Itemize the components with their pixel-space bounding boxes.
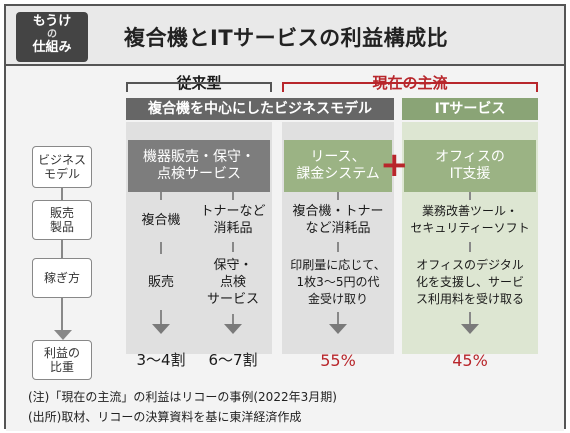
rowlabel-business-model: ビジネス モデル <box>32 146 92 188</box>
note-text: (注)「現在の主流」の利益はリコーの事例(2022年3月期) <box>28 390 337 404</box>
connector-line <box>232 192 234 200</box>
earning-sales: 販売 <box>147 274 174 290</box>
rowlabel-connector-2 <box>61 240 63 258</box>
connector-line <box>469 312 471 324</box>
page-title: 複合機とITサービスの利益構成比 <box>124 26 449 50</box>
badge-line2: の <box>47 29 57 40</box>
header-bar: もうけ の 仕組み 複合機とITサービスの利益構成比 <box>6 6 564 66</box>
arrow-down-icon <box>224 324 242 334</box>
bracket-conventional <box>126 82 272 92</box>
model-head-it: ITサービス <box>402 98 538 120</box>
connector-line <box>160 192 162 200</box>
connector-line <box>469 192 471 200</box>
product-it: 業務改善ツール・ セキュリティーソフト <box>410 204 530 235</box>
connector-line <box>232 242 234 252</box>
earning-maintenance: 保守・ 点検 サービス <box>206 257 259 307</box>
business-model-office-it: オフィスの IT支援 <box>404 140 536 192</box>
badge-line3: 仕組み <box>32 40 72 55</box>
source-text: (出所)取材、リコーの決算資料を基に東洋経済作成 <box>28 410 302 424</box>
rowlabel-profit-ratio: 利益の 比重 <box>32 340 92 380</box>
business-model-lease: リース、 課金システム <box>284 140 392 192</box>
profit-copier: 3～4割 <box>136 350 186 369</box>
product-copier: 複合機 <box>141 212 181 228</box>
rowlabel-earning: 稼ぎ方 <box>32 258 92 298</box>
rowlabel-arrow-icon <box>54 330 72 340</box>
badge-line1: もうけ <box>32 14 72 29</box>
connector-line <box>469 242 471 252</box>
earning-digital: オフィスのデジタル 化を支援し、サービ ス利用料を受け取る <box>415 257 524 306</box>
rowlabel-products: 販売 製品 <box>32 200 92 240</box>
arrow-down-icon <box>329 324 347 334</box>
product-current-copier: 複合機・トナー など消耗品 <box>292 204 384 236</box>
diagram-content: 従来型 現在の主流 複合機を中心にしたビジネスモデル ITサービス ビジネス モ… <box>6 66 564 431</box>
earning-usage: 印刷量に応じて、 1枚3～5円の代 金受け取り <box>290 257 386 306</box>
connector-line <box>232 314 234 324</box>
badge: もうけ の 仕組み <box>16 12 88 62</box>
infographic-frame: もうけ の 仕組み 複合機とITサービスの利益構成比 従来型 現在の主流 複合機… <box>4 4 566 431</box>
connector-line <box>337 192 339 200</box>
profit-it: 45% <box>452 350 488 370</box>
plus-icon: + <box>380 145 409 185</box>
arrow-down-icon <box>152 324 170 334</box>
product-toner: トナーなど 消耗品 <box>200 204 266 236</box>
model-head-copier: 複合機を中心にしたビジネスモデル <box>126 98 394 120</box>
connector-line <box>337 312 339 324</box>
profit-toner: 6～7割 <box>208 350 258 369</box>
connector-line <box>160 242 162 254</box>
connector-line <box>160 310 162 324</box>
business-model-conventional: 機器販売・保守・ 点検サービス <box>128 140 270 192</box>
bracket-current <box>282 82 538 92</box>
rowlabel-connector-1 <box>61 188 63 200</box>
rowlabel-connector-3 <box>61 298 63 334</box>
arrow-down-icon <box>461 324 479 334</box>
profit-current-copier: 55% <box>320 350 356 370</box>
connector-line <box>337 242 339 252</box>
